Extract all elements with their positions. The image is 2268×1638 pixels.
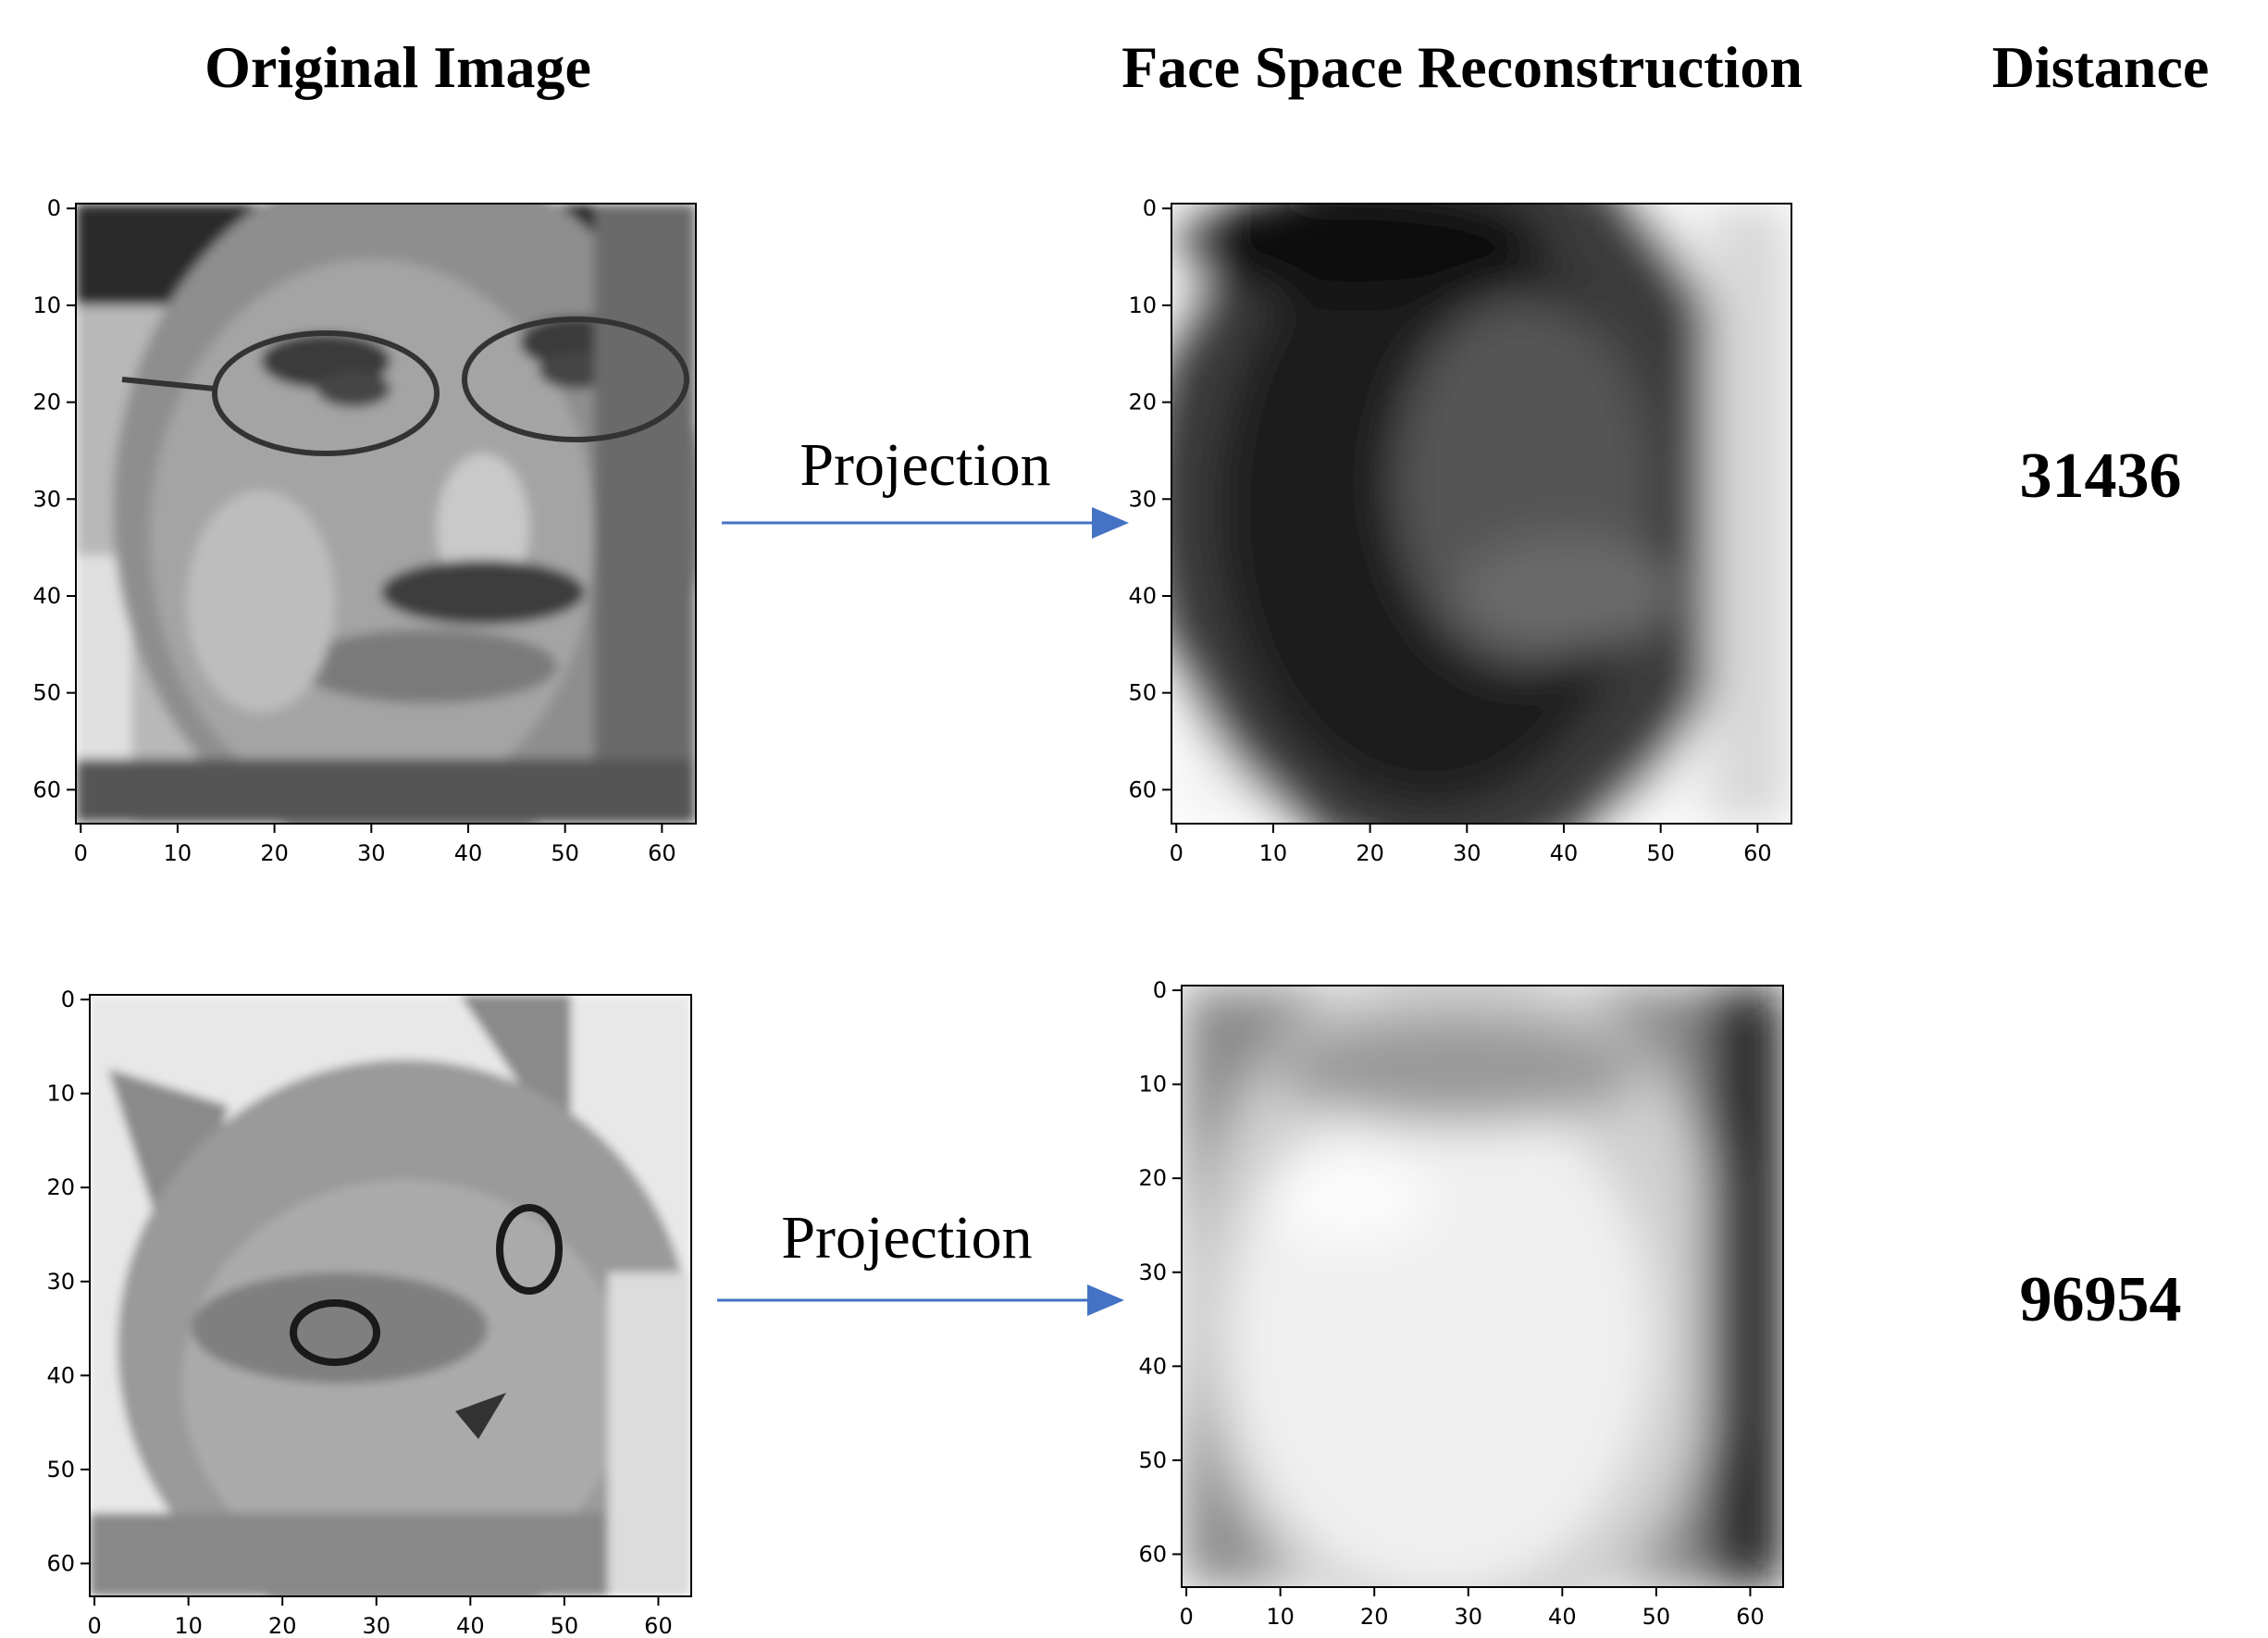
y-tick-label: 30	[46, 1269, 75, 1295]
y-tick-label: 30	[32, 486, 61, 512]
header-face-space-reconstruction: Face Space Reconstruction	[1122, 34, 1803, 100]
x-tick-label: 40	[1548, 1604, 1577, 1630]
x-tick-label: 50	[551, 1613, 579, 1638]
projection-arrow	[722, 507, 1129, 539]
y-tick-label: 0	[61, 987, 75, 1012]
x-tick-label: 50	[1646, 840, 1675, 866]
y-tick-label: 0	[1153, 977, 1167, 1003]
projection-label: Projection	[799, 431, 1051, 499]
x-tick-label: 40	[456, 1613, 485, 1638]
x-tick-label: 0	[1179, 1604, 1193, 1630]
y-tick-label: 30	[1128, 486, 1157, 512]
plot-frame	[1171, 203, 1792, 825]
x-tick-label: 50	[551, 840, 579, 866]
reconstruction-cat-plot: 0 0 10 10 20 20 30 30 40 40 50 50 60 60	[1124, 976, 1809, 1630]
y-tick-label: 10	[1138, 1072, 1167, 1098]
y-tick-label: 50	[1128, 680, 1157, 706]
projection-arrow	[717, 1284, 1124, 1316]
x-tick-label: 30	[1454, 1604, 1482, 1630]
x-tick-label: 30	[362, 1613, 390, 1638]
y-tick-label: 40	[46, 1362, 75, 1388]
plot-frame	[1181, 985, 1784, 1588]
original-cat-plot: 0 0 10 10 20 20 30 30 40 40 50 50 60 60	[32, 981, 717, 1638]
x-tick-label: 30	[1453, 840, 1481, 866]
x-tick-label: 60	[644, 1613, 673, 1638]
x-tick-label: 60	[1743, 840, 1772, 866]
x-tick-label: 60	[1736, 1604, 1765, 1630]
x-tick-label: 40	[454, 840, 483, 866]
y-tick-label: 50	[32, 680, 61, 706]
x-tick-label: 10	[1266, 1604, 1295, 1630]
y-tick-label: 10	[32, 292, 61, 318]
y-tick-label: 40	[1138, 1353, 1167, 1379]
y-tick-label: 40	[1128, 583, 1157, 609]
reconstruction-face-plot: 0 0 10 10 20 20 30 30 40 40 50 50 60 60	[1110, 194, 1795, 879]
x-tick-label: 20	[268, 1613, 297, 1638]
x-tick-label: 10	[1259, 840, 1288, 866]
x-tick-label: 10	[164, 840, 192, 866]
projection-label: Projection	[781, 1204, 1033, 1272]
y-tick-label: 10	[1128, 292, 1157, 318]
y-tick-label: 10	[46, 1081, 75, 1107]
y-tick-label: 20	[1138, 1165, 1167, 1191]
header-distance: Distance	[1991, 34, 2210, 100]
y-tick-label: 20	[32, 390, 61, 416]
y-tick-label: 60	[1128, 776, 1157, 802]
x-tick-label: 0	[1170, 840, 1184, 866]
distance-value: 31436	[2019, 441, 2182, 512]
y-tick-label: 0	[47, 195, 61, 221]
x-tick-label: 0	[87, 1613, 101, 1638]
y-tick-label: 40	[32, 583, 61, 609]
x-tick-label: 20	[1360, 1604, 1389, 1630]
y-tick-label: 30	[1138, 1260, 1167, 1285]
x-tick-label: 0	[74, 840, 88, 866]
plot-frame	[75, 203, 697, 825]
x-tick-label: 20	[1356, 840, 1384, 866]
original-face-plot: 0 0 10 10 20 20 30 30 40 40 50 50 60 60	[19, 194, 703, 879]
x-tick-label: 50	[1642, 1604, 1671, 1630]
y-tick-label: 60	[46, 1550, 75, 1576]
header-original-image: Original Image	[204, 34, 591, 100]
x-tick-label: 20	[260, 840, 289, 866]
x-tick-label: 40	[1550, 840, 1579, 866]
y-tick-label: 50	[1138, 1447, 1167, 1473]
distance-value: 96954	[2019, 1264, 2182, 1335]
x-tick-label: 60	[648, 840, 676, 866]
y-tick-label: 60	[1138, 1541, 1167, 1567]
y-tick-label: 0	[1143, 195, 1157, 221]
x-tick-label: 10	[174, 1613, 203, 1638]
x-tick-label: 30	[357, 840, 386, 866]
plot-frame	[89, 994, 692, 1597]
y-tick-label: 60	[32, 776, 61, 802]
y-tick-label: 20	[46, 1174, 75, 1200]
y-tick-label: 20	[1128, 390, 1157, 416]
y-tick-label: 50	[46, 1457, 75, 1483]
